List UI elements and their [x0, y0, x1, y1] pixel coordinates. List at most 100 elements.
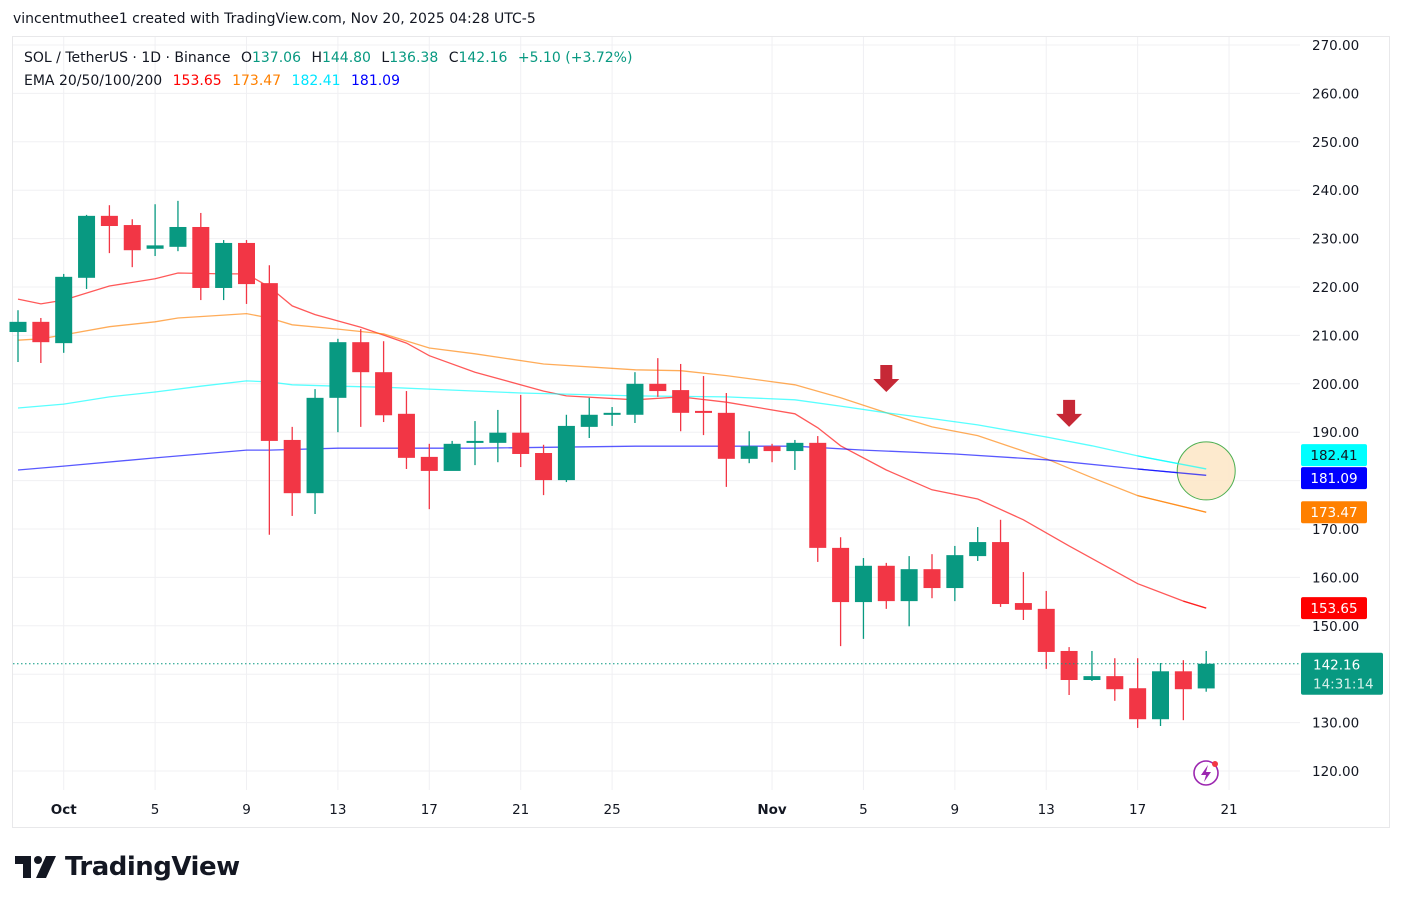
x-tick-label: 25	[604, 802, 621, 818]
candle	[923, 554, 941, 599]
candle	[100, 205, 118, 254]
current-price-value: 142.16	[1313, 658, 1360, 674]
candle	[9, 310, 27, 363]
x-tick-label: 21	[512, 802, 529, 818]
y-tick-label: 240.00	[1312, 183, 1359, 199]
candle	[329, 338, 347, 433]
high-label: H	[311, 50, 322, 66]
ema-line-tip	[1137, 494, 1207, 513]
candle-body	[260, 283, 278, 441]
ema100-value: 182.41	[291, 73, 341, 89]
candle-body	[786, 442, 804, 452]
candle-body	[466, 440, 484, 443]
candle	[397, 391, 415, 469]
y-tick-label: 170.00	[1312, 522, 1359, 538]
candle-body	[900, 569, 918, 602]
candle-body	[512, 432, 530, 454]
candle	[123, 219, 141, 268]
candle-body	[306, 397, 324, 494]
x-tick-label: 9	[951, 802, 960, 818]
candle	[512, 394, 530, 468]
badge-background	[1301, 597, 1367, 620]
x-tick-label: 21	[1220, 802, 1237, 818]
x-tick-label: 17	[1129, 802, 1146, 818]
y-tick-label: 260.00	[1312, 86, 1359, 102]
price-axis-badge-ema200: 181.09	[1301, 467, 1367, 490]
candle-body	[146, 245, 164, 249]
chart-frame	[12, 36, 1390, 828]
y-tick-label: 230.00	[1312, 232, 1359, 248]
candle-body	[215, 242, 233, 288]
high-value: 144.80	[321, 50, 371, 66]
chart-credit: vincentmuthee1 created with TradingView.…	[13, 11, 536, 27]
change-value: +5.10 (+3.72%)	[517, 50, 633, 66]
badge-value: 153.65	[1310, 601, 1357, 617]
candle	[192, 212, 210, 301]
candle-body	[992, 542, 1010, 605]
y-tick-label: 220.00	[1312, 280, 1359, 296]
tradingview-logo-text: TradingView	[65, 852, 240, 882]
candle-body	[375, 372, 393, 416]
candle-body	[535, 453, 553, 481]
ema-line-ema20	[17, 272, 1207, 609]
y-tick-label: 160.00	[1312, 570, 1359, 586]
candle-body	[1129, 688, 1147, 720]
ema-legend-row: EMA 20/50/100/200 153.65 173.47 182.41 1…	[24, 70, 638, 93]
x-tick-label: 13	[329, 802, 346, 818]
candle-body	[1014, 603, 1032, 610]
x-tick-label: Oct	[51, 802, 77, 818]
candle-body	[1037, 608, 1055, 652]
chart-legend: SOL / TetherUS · 1D · Binance O137.06 H1…	[24, 47, 638, 93]
y-tick-label: 120.00	[1312, 764, 1359, 780]
candle-body	[420, 456, 438, 471]
candle	[603, 407, 621, 426]
candle	[1106, 658, 1124, 701]
candle-body	[717, 412, 735, 459]
candle	[1014, 572, 1032, 620]
symbol-title[interactable]: SOL / TetherUS · 1D · Binance	[24, 50, 231, 66]
candle	[466, 421, 484, 466]
candle-body	[78, 215, 96, 278]
candle	[443, 440, 461, 471]
ema-line-ema100	[17, 380, 1207, 470]
candle	[146, 204, 164, 257]
badge-value: 182.41	[1310, 448, 1357, 464]
low-label: L	[381, 50, 390, 66]
candle	[32, 317, 50, 363]
y-tick-label: 190.00	[1312, 425, 1359, 441]
candle	[489, 409, 507, 463]
candle	[786, 439, 804, 470]
tradingview-logo[interactable]: TradingView	[15, 852, 240, 882]
candle	[740, 431, 758, 464]
x-tick-label: 5	[859, 802, 868, 818]
candle	[55, 273, 73, 353]
current-price-badge: 142.16 14:31:14	[1301, 652, 1383, 695]
candle-body	[1083, 676, 1101, 681]
candle-body	[740, 446, 758, 459]
candle	[580, 397, 598, 439]
candle	[78, 214, 96, 289]
candle	[1152, 663, 1169, 726]
x-tick-label: 17	[421, 802, 438, 818]
candle	[900, 556, 918, 627]
badge-background	[1301, 652, 1383, 695]
candle	[672, 363, 690, 432]
candle-body	[32, 321, 50, 343]
lightning-icon[interactable]	[1193, 760, 1219, 786]
candle-body	[923, 569, 941, 589]
lightning-bolt	[1201, 765, 1211, 782]
candle	[1037, 590, 1055, 669]
ema-line-tip	[1137, 468, 1207, 476]
close-label: C	[448, 50, 459, 66]
candle	[854, 558, 872, 639]
close-value: 142.16	[458, 50, 508, 66]
candle	[557, 414, 575, 483]
badge-background	[1301, 467, 1367, 490]
notification-dot	[1212, 761, 1218, 767]
badge-background	[1301, 501, 1367, 524]
candle-body	[1197, 663, 1215, 689]
candle	[992, 519, 1010, 607]
ema-indicator-title[interactable]: EMA 20/50/100/200	[24, 73, 163, 89]
ema50-value: 173.47	[232, 73, 282, 89]
